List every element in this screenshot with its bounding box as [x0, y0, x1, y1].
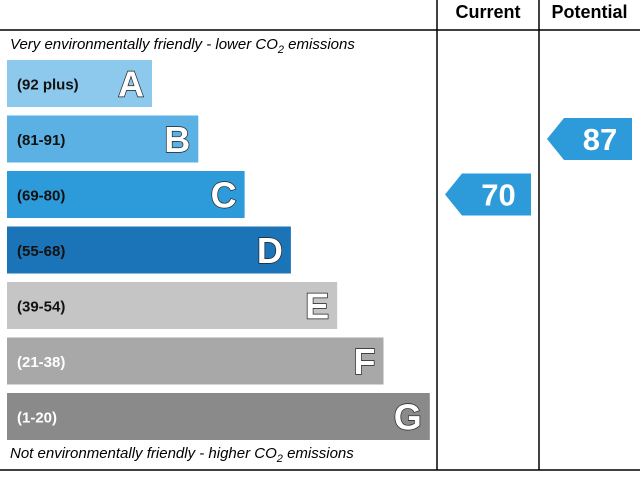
band-c-range: (69-80) [17, 188, 65, 205]
band-d-letter: D [257, 230, 283, 271]
band-f-range: (21-38) [17, 354, 65, 371]
band-d-range: (55-68) [17, 243, 65, 260]
current-rating-value: 70 [481, 178, 515, 213]
bottom-note: Not environmentally friendly - higher CO… [10, 445, 354, 465]
band-a-range: (92 plus) [17, 77, 79, 94]
band-e-bar [7, 282, 338, 329]
band-e-letter: E [305, 286, 329, 327]
current-column-header: Current [455, 2, 521, 22]
potential-rating-value: 87 [583, 122, 617, 157]
band-e-range: (39-54) [17, 299, 65, 316]
band-f-bar [7, 337, 384, 385]
current-rating-arrow [445, 173, 531, 216]
band-c-letter: C [211, 175, 237, 216]
band-g-range: (1-20) [17, 410, 57, 427]
band-f-letter: F [354, 341, 376, 382]
band-b-letter: B [164, 119, 190, 160]
band-a-bar [7, 60, 152, 107]
potential-rating-arrow [547, 118, 632, 160]
band-g-letter: G [394, 397, 422, 438]
band-b-bar [7, 115, 199, 163]
band-d-bar [7, 226, 291, 274]
band-b-range: (81-91) [17, 132, 65, 149]
band-a-letter: A [118, 64, 144, 105]
potential-column-header: Potential [551, 2, 628, 22]
band-g-bar [7, 393, 430, 440]
top-note: Very environmentally friendly - lower CO… [10, 36, 355, 56]
band-c-bar [7, 171, 245, 218]
